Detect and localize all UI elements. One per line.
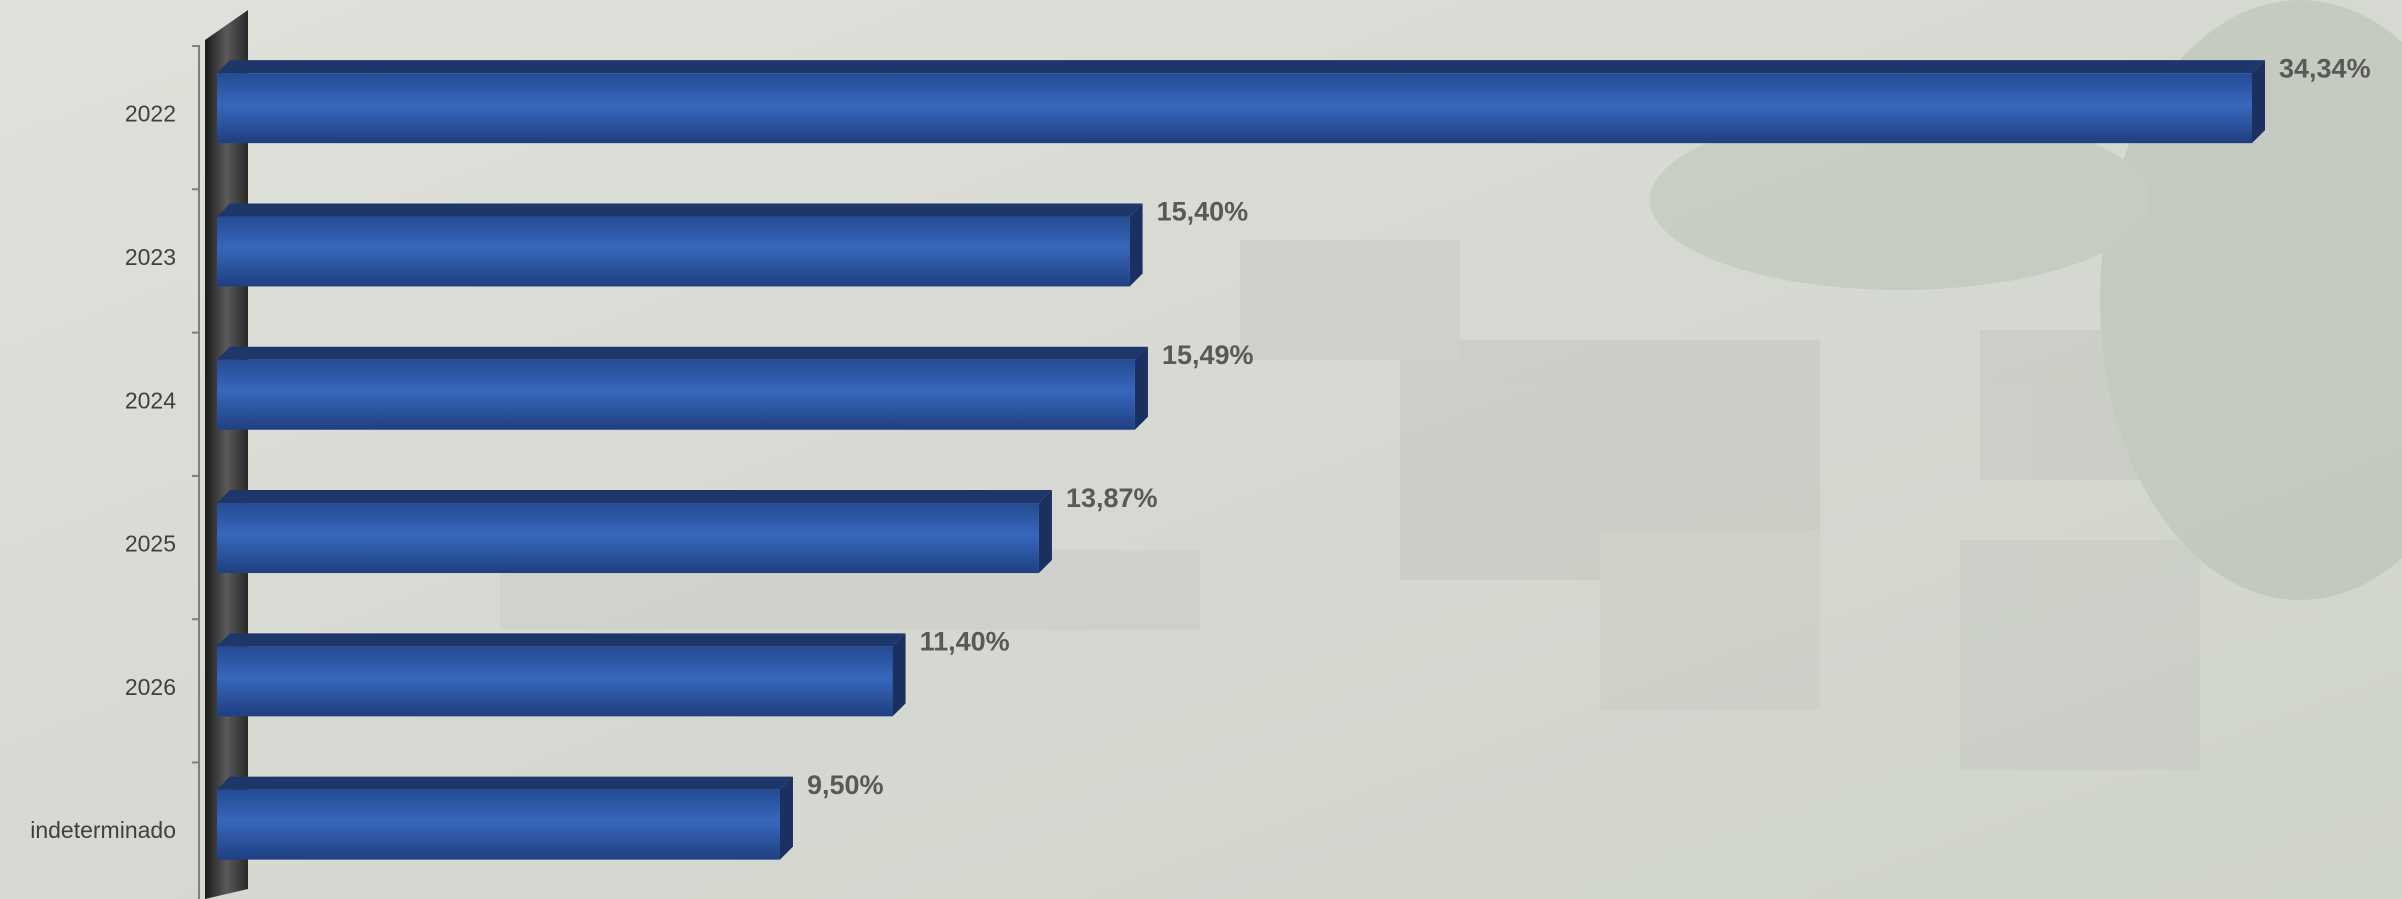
bar-side xyxy=(1129,203,1143,287)
bar-front xyxy=(217,503,1039,574)
bar-front xyxy=(217,359,1135,430)
y-tick-label: indeterminado xyxy=(30,817,176,843)
background-photo xyxy=(500,0,2402,770)
bar-side xyxy=(779,776,793,860)
data-label: 11,40% xyxy=(920,626,1010,656)
bar-top xyxy=(217,346,1148,360)
bar-top xyxy=(217,60,2265,74)
bar-front xyxy=(217,73,2252,144)
data-label: 34,34% xyxy=(2279,53,2371,83)
bar-side xyxy=(1038,490,1052,574)
y-tick-label: 2023 xyxy=(125,244,176,270)
bar-side xyxy=(2252,60,2265,144)
bar-top xyxy=(217,633,906,647)
bar-front xyxy=(217,646,893,717)
data-label: 13,87% xyxy=(1066,483,1158,513)
bar-front xyxy=(217,789,780,860)
bar xyxy=(217,776,793,860)
bar-front xyxy=(217,216,1130,287)
data-label: 15,40% xyxy=(1157,197,1249,227)
data-label: 15,49% xyxy=(1162,340,1254,370)
bar-top xyxy=(217,490,1052,504)
bar xyxy=(217,203,1143,287)
bar xyxy=(217,490,1052,574)
data-label: 9,50% xyxy=(807,770,884,800)
bar-side xyxy=(1134,346,1148,430)
y-tick-label: 2024 xyxy=(125,387,176,413)
bar xyxy=(217,633,906,717)
bar-side xyxy=(892,633,906,717)
bar xyxy=(217,60,2265,144)
axis-wall xyxy=(205,10,248,899)
bar-top xyxy=(217,776,793,790)
y-tick-label: 2022 xyxy=(125,101,176,127)
y-tick-label: 2025 xyxy=(125,531,176,557)
bar-top xyxy=(217,203,1143,217)
bar xyxy=(217,346,1148,430)
y-tick-label: 2026 xyxy=(125,674,176,700)
